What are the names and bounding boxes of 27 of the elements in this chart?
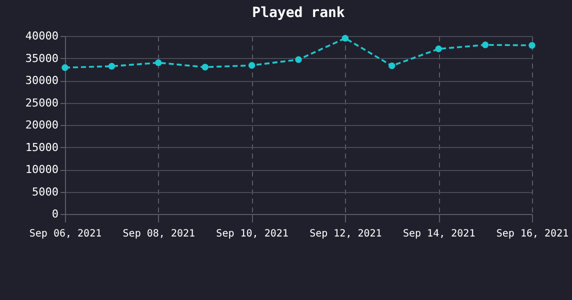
point <box>482 42 489 48</box>
x-tick-label: Sep 10, 2021 <box>216 228 288 240</box>
y-tick-label: 35000 <box>25 52 58 65</box>
y-tick-label: 0 <box>52 208 58 220</box>
point <box>528 42 536 49</box>
x-tick-label: Sep 16, 2021 <box>496 228 569 240</box>
point <box>342 34 349 42</box>
y-tick-label: 30000 <box>25 74 58 87</box>
x-tick-label: Sep 08, 2021 <box>122 228 196 240</box>
point <box>248 62 256 69</box>
y-tick-label: 10000 <box>25 163 58 176</box>
point <box>155 59 162 66</box>
x-tick-label: Sep 06, 2021 <box>29 228 102 240</box>
y-tick-label: 15000 <box>25 140 58 154</box>
y-tick-label: 20000 <box>25 118 58 132</box>
point <box>202 64 208 70</box>
y-tick-label: 25000 <box>25 96 58 110</box>
x-tick-label: Sep 12, 2021 <box>310 228 382 240</box>
x-tick-label: Sep 14, 2021 <box>402 228 476 240</box>
point <box>435 46 442 52</box>
point <box>388 62 396 70</box>
point <box>295 56 302 63</box>
y-tick-label: 5000 <box>32 185 58 198</box>
y-tick-label: 40000 <box>25 30 58 42</box>
chart-title: Played rank <box>252 5 346 21</box>
point <box>108 62 116 70</box>
point <box>62 64 68 71</box>
